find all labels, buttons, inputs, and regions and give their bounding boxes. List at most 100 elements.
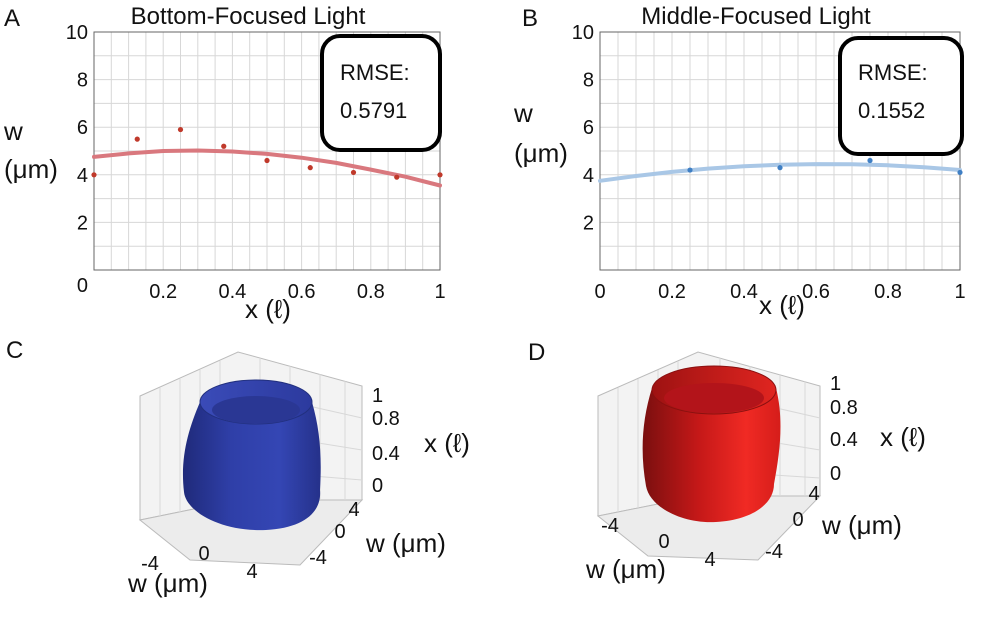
- chart-title-a: Bottom-Focused Light: [131, 3, 366, 30]
- x-tick-label: 0.2: [149, 281, 177, 303]
- x-tick-label: 1: [954, 281, 965, 303]
- barrel-body-c: [182, 402, 321, 531]
- z-tick-label: 1: [372, 385, 383, 407]
- plot-frame-b: [599, 31, 961, 271]
- w-tick-label-right: 4: [348, 499, 359, 521]
- z-tick-label: 0.4: [372, 443, 400, 465]
- data-point: [91, 172, 97, 178]
- plot-frame-a: [93, 31, 441, 271]
- w-tick-label-bottom: 4: [704, 549, 715, 571]
- x-tick-label: 0.8: [874, 281, 902, 303]
- fit-curve-a: [92, 148, 442, 188]
- w-axis-label-d-bottom: w (μm): [585, 554, 666, 584]
- rmse-label-b: RMSE:: [858, 60, 928, 85]
- y-tick-label: 8: [77, 70, 88, 92]
- w-tick-label-bottom: -4: [141, 553, 159, 575]
- w-tick-label-bottom: 4: [246, 561, 257, 583]
- panel-a: A Bottom-Focused Light 2 4 6 8 10 0 0.2 0.4 0.6…: [3, 3, 446, 324]
- data-point: [221, 143, 227, 149]
- x-ticks-b: 0 0.2 0.4 0.6 0.8 1: [594, 281, 965, 303]
- rmse-box-a: [320, 34, 442, 152]
- w-tick-label-bottom: 0: [658, 531, 669, 553]
- rmse-value-b: 0.1552: [858, 98, 925, 123]
- data-point: [957, 169, 963, 176]
- w-tick-label-right: -4: [765, 541, 783, 563]
- w-tick-label-right: 0: [792, 509, 803, 531]
- z-tick-label: 0.4: [830, 429, 858, 451]
- x-axis-label-b: x (ℓ): [759, 290, 805, 320]
- data-point: [264, 157, 270, 164]
- y-axis-label-a-line1: w: [3, 116, 23, 146]
- panel-b: B Middle-Focused Light 2 4 6 8 10 0 0.2 0.4 0.6…: [513, 3, 966, 320]
- y-tick-label: 6: [583, 117, 594, 139]
- data-point: [777, 165, 783, 171]
- x-ticks-a: 0.2 0.4 0.6 0.8 1: [149, 281, 445, 303]
- data-point: [307, 165, 313, 171]
- z-tick-label: 0: [372, 475, 383, 497]
- y-tick-label: 0: [77, 275, 88, 297]
- w-tick-label-bottom: -4: [601, 515, 619, 537]
- w-axis-label-c-bottom: w (μm): [127, 568, 208, 598]
- data-point: [394, 174, 400, 180]
- x-tick-label: 0.4: [730, 281, 758, 303]
- barrel-body-d: [642, 388, 781, 523]
- data-point: [437, 172, 443, 178]
- data-point: [867, 157, 873, 164]
- panel-letter-a: A: [4, 5, 20, 32]
- y-axis-label-b-line1: w: [513, 98, 533, 128]
- y-tick-label: 2: [77, 212, 88, 234]
- w-tick-label-bottom: 0: [198, 543, 209, 565]
- rmse-value-a: 0.5791: [340, 98, 407, 123]
- x-axis-label-c: x (ℓ): [424, 428, 470, 458]
- y-ticks-b: 2 4 6 8 10: [572, 22, 594, 234]
- z-tick-label: 0: [830, 463, 841, 485]
- data-point: [687, 167, 693, 173]
- barrel-top-inner-d: [664, 383, 764, 413]
- fit-curve-b: [598, 162, 962, 183]
- y-axis-label-a-line2: (μm): [4, 154, 58, 184]
- w-tick-label-right: 0: [334, 521, 345, 543]
- y-ticks-a: 2 4 6 8 10 0: [66, 22, 88, 297]
- x-axis-label-d: x (ℓ): [880, 422, 926, 452]
- x-tick-label: 0.8: [357, 281, 385, 303]
- w-tick-label-right: 4: [808, 483, 819, 505]
- x-tick-label: 0.4: [218, 281, 246, 303]
- w-tick-label-right: -4: [309, 547, 327, 569]
- x-axis-label-a: x (ℓ): [245, 294, 291, 324]
- x-tick-label: 0.6: [802, 281, 830, 303]
- data-point: [134, 136, 140, 142]
- data-points-a: [91, 126, 443, 180]
- z-tick-label: 0.8: [372, 408, 400, 430]
- x-tick-label: 0.2: [658, 281, 686, 303]
- rmse-box-b: [838, 36, 964, 156]
- data-point: [177, 126, 184, 133]
- x-tick-label: 0: [594, 281, 605, 303]
- y-axis-label-b-line2: (μm): [514, 138, 568, 168]
- x-tick-label: 0.6: [288, 281, 316, 303]
- y-tick-label: 4: [77, 165, 88, 187]
- panel-letter-d: D: [528, 339, 545, 366]
- data-points-b: [687, 157, 963, 176]
- w-axis-label-d-right: w (μm): [821, 510, 902, 540]
- panel-letter-c: C: [6, 337, 23, 364]
- x-tick-label: 1: [434, 281, 445, 303]
- y-tick-label: 6: [77, 117, 88, 139]
- y-tick-label: 4: [583, 165, 594, 187]
- z-tick-label: 0.8: [830, 397, 858, 419]
- y-tick-label: 2: [583, 212, 594, 234]
- y-tick-label: 8: [583, 70, 594, 92]
- barrel-top-inner-c: [212, 396, 300, 424]
- w-axis-label-c-right: w (μm): [365, 528, 446, 558]
- panel-letter-b: B: [522, 5, 538, 32]
- y-tick-label: 10: [66, 22, 88, 44]
- y-tick-label: 10: [572, 22, 594, 44]
- chart-title-b: Middle-Focused Light: [641, 3, 871, 30]
- rmse-label-a: RMSE:: [340, 60, 410, 85]
- z-tick-label: 1: [830, 373, 841, 395]
- data-point: [350, 169, 357, 176]
